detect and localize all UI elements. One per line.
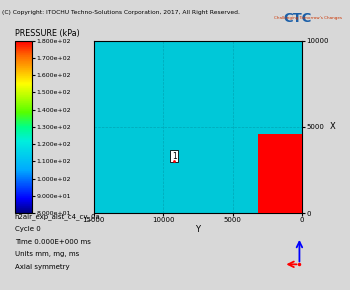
Text: Challenging Tomorrow's Changes: Challenging Tomorrow's Changes	[274, 16, 342, 20]
Text: 1: 1	[172, 152, 177, 161]
Text: Time 0.000E+000 ms: Time 0.000E+000 ms	[15, 239, 91, 244]
Text: Axial symmetry: Axial symmetry	[15, 264, 69, 270]
X-axis label: Y: Y	[195, 225, 201, 234]
Y-axis label: X: X	[330, 122, 336, 131]
Text: h2air_exp_aist_c4_cv_0a: h2air_exp_aist_c4_cv_0a	[15, 213, 100, 220]
Text: PRESSURE (kPa): PRESSURE (kPa)	[15, 29, 79, 38]
Text: Units mm, mg, ms: Units mm, mg, ms	[15, 251, 79, 257]
Text: Cycle 0: Cycle 0	[15, 226, 41, 232]
Bar	[258, 134, 302, 213]
Text: (C) Copyright: ITOCHU Techno-Solutions Corporation, 2017, All Right Reserved.: (C) Copyright: ITOCHU Techno-Solutions C…	[2, 10, 240, 14]
Text: CTC: CTC	[284, 12, 312, 25]
